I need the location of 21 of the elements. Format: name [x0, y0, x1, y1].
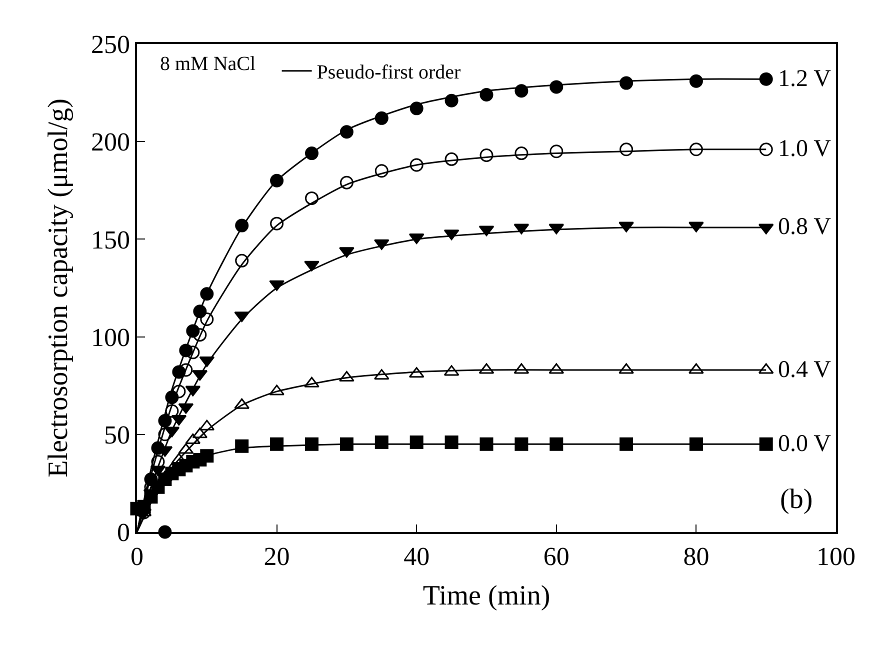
y-tick-label: 150: [91, 225, 130, 254]
series-label: 1.0 V: [778, 136, 832, 162]
annotation: 8 mM NaCl: [160, 53, 256, 75]
x-tick-label: 20: [264, 542, 290, 571]
x-tick-label: 80: [683, 542, 710, 571]
annotation: (b): [780, 484, 813, 515]
x-tick-label: 60: [543, 542, 570, 571]
y-tick-label: 200: [91, 128, 130, 157]
y-tick-label: 100: [91, 322, 130, 352]
y-tick-label: 250: [91, 30, 130, 60]
series-label: 0.0 V: [778, 431, 832, 457]
y-tick-label: 50: [104, 420, 130, 450]
x-axis-title: Time (min): [422, 580, 550, 612]
series-label: 0.8 V: [778, 214, 832, 240]
y-axis-title: Electrosorption capacity (μmol/g): [43, 98, 74, 478]
series-label: 1.2 V: [778, 66, 832, 92]
legend-label: Pseudo-first order: [316, 62, 461, 84]
y-tick-label: 0: [117, 518, 130, 548]
x-tick-label: 100: [816, 542, 856, 571]
x-tick-label: 40: [404, 542, 430, 571]
series-label: 0.4 V: [778, 357, 832, 383]
